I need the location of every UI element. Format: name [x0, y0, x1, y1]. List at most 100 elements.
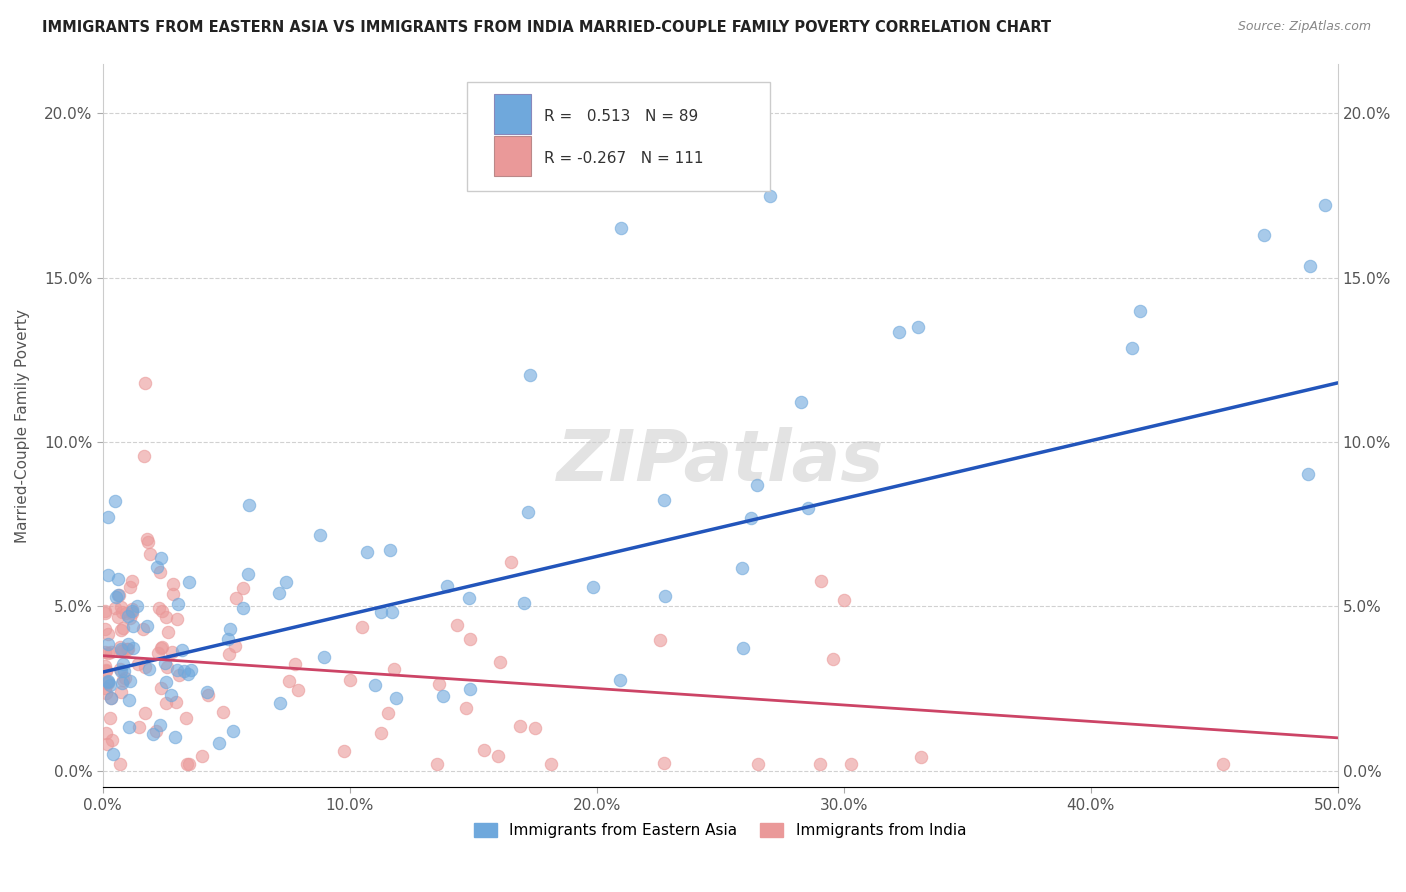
Point — [841, 757, 863, 772]
Point — [117, 693, 139, 707]
Point — [176, 711, 198, 725]
Point — [100, 732, 122, 747]
Point — [219, 622, 242, 636]
Point — [1299, 260, 1322, 274]
Point — [138, 547, 160, 561]
Point — [160, 645, 183, 659]
Point — [98, 711, 121, 725]
Point — [1121, 341, 1143, 355]
Point — [149, 565, 172, 579]
Point — [747, 477, 769, 491]
Point — [224, 639, 246, 653]
Point — [94, 686, 117, 700]
Point — [274, 574, 297, 589]
Point — [162, 587, 184, 601]
Point — [796, 501, 818, 516]
Point — [100, 645, 122, 659]
Point — [108, 662, 131, 676]
Point — [96, 737, 118, 751]
Point — [308, 528, 330, 542]
Point — [112, 664, 135, 678]
Point — [110, 685, 132, 699]
Point — [540, 757, 562, 772]
Point — [486, 748, 509, 763]
Point — [94, 606, 117, 620]
Point — [150, 681, 173, 695]
Point — [821, 652, 844, 666]
Point — [146, 646, 169, 660]
Point — [94, 645, 117, 659]
Point — [426, 757, 449, 772]
Point — [97, 673, 120, 688]
Point — [217, 632, 239, 646]
FancyBboxPatch shape — [494, 95, 531, 134]
Point — [150, 640, 173, 655]
Point — [134, 660, 156, 674]
Point — [97, 646, 120, 660]
Point — [110, 641, 132, 656]
Point — [105, 591, 128, 605]
Point — [94, 658, 117, 673]
Point — [114, 606, 136, 620]
Point — [236, 566, 259, 581]
Point — [111, 622, 134, 636]
Point — [356, 544, 378, 558]
Point — [740, 511, 762, 525]
Point — [166, 663, 188, 677]
Point — [1129, 303, 1152, 318]
Point — [149, 640, 172, 655]
Point — [97, 567, 120, 582]
Point — [1212, 757, 1234, 772]
Point — [180, 663, 202, 677]
Point — [107, 588, 129, 602]
Point — [115, 642, 138, 657]
Point — [509, 719, 531, 733]
Point — [177, 666, 200, 681]
Point — [382, 662, 405, 676]
Point — [97, 509, 120, 524]
Text: ZIPatlas: ZIPatlas — [557, 427, 884, 496]
Point — [94, 681, 117, 695]
Point — [436, 579, 458, 593]
Point — [381, 605, 404, 619]
Point — [127, 657, 149, 671]
Point — [177, 574, 200, 589]
Point — [218, 648, 240, 662]
Point — [232, 600, 254, 615]
Point — [654, 589, 676, 603]
Point — [747, 757, 769, 772]
Point — [107, 573, 129, 587]
Point — [808, 757, 831, 772]
Point — [211, 706, 233, 720]
Point — [94, 603, 117, 617]
Point — [170, 642, 193, 657]
Point — [117, 637, 139, 651]
Point — [111, 657, 134, 671]
Point — [94, 664, 117, 678]
Point — [138, 535, 160, 549]
Point — [810, 574, 832, 589]
Point — [121, 604, 143, 618]
Point — [122, 618, 145, 632]
Point — [731, 640, 754, 655]
Point — [519, 368, 541, 383]
Point — [114, 672, 136, 686]
Point — [104, 601, 127, 615]
Point — [456, 700, 478, 714]
FancyBboxPatch shape — [494, 136, 531, 176]
Point — [364, 678, 387, 692]
Point — [110, 600, 132, 615]
Point — [100, 691, 122, 706]
Point — [157, 624, 180, 639]
Point — [155, 696, 177, 710]
Point — [160, 688, 183, 702]
Point — [132, 623, 155, 637]
Text: IMMIGRANTS FROM EASTERN ASIA VS IMMIGRANTS FROM INDIA MARRIED-COUPLE FAMILY POVE: IMMIGRANTS FROM EASTERN ASIA VS IMMIGRAN… — [42, 20, 1052, 35]
Point — [120, 580, 142, 594]
Point — [111, 605, 134, 619]
Point — [142, 727, 165, 741]
Point — [97, 675, 120, 690]
Point — [110, 664, 132, 678]
Point — [146, 560, 169, 574]
Point — [155, 675, 177, 690]
